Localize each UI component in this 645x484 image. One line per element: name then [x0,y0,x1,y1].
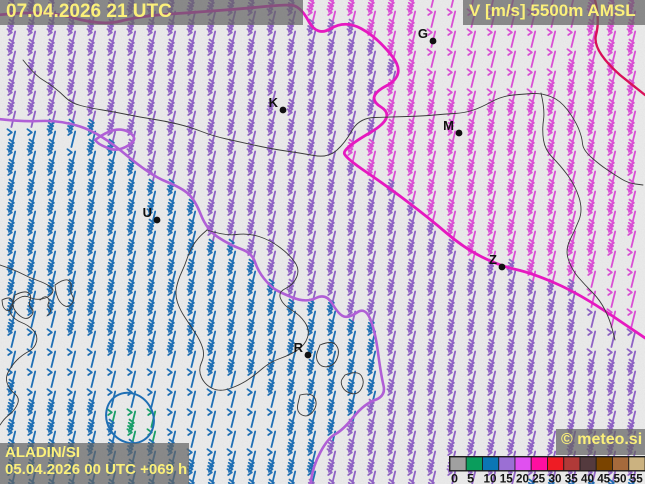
svg-text:35: 35 [565,472,578,484]
svg-text:25: 25 [532,472,545,484]
svg-text:15: 15 [500,472,513,484]
svg-text:0: 0 [451,472,458,484]
svg-text:55: 55 [630,472,643,484]
svg-text:40: 40 [581,472,594,484]
svg-text:10: 10 [484,472,497,484]
svg-text:50: 50 [614,472,627,484]
svg-text:45: 45 [597,472,610,484]
svg-text:5: 5 [467,472,474,484]
svg-text:20: 20 [516,472,529,484]
svg-text:30: 30 [549,472,562,484]
